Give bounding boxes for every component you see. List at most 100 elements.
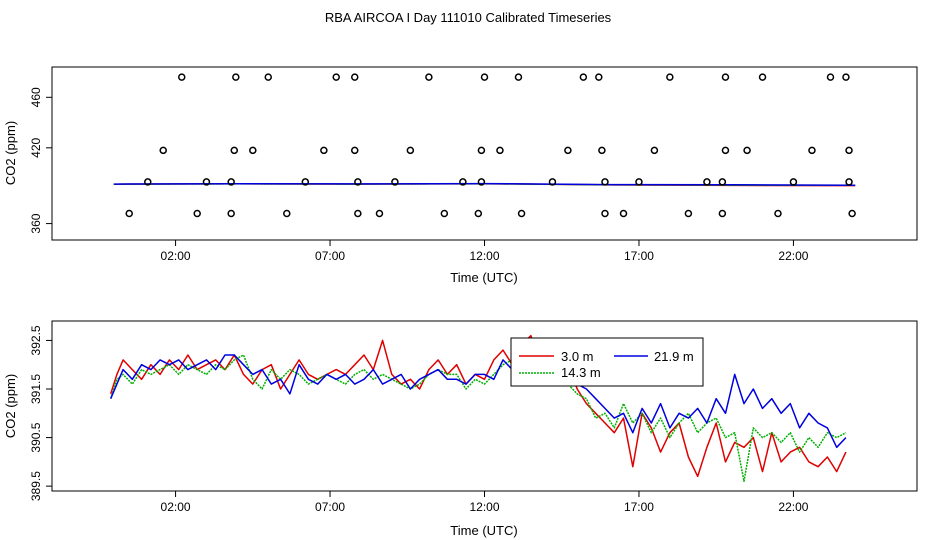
data-point-marker: [845, 146, 853, 155]
y-tick-label: 420: [29, 137, 43, 157]
data-point-marker: [178, 73, 186, 81]
legend-box: [510, 337, 704, 387]
y-tick-label: 391.5: [29, 374, 43, 404]
data-point-marker: [774, 209, 782, 218]
plot-frame: [51, 66, 918, 241]
data-point-marker: [598, 146, 606, 155]
data-point-marker: [320, 146, 328, 155]
bottom-panel: 02:00 07:00 12:00 17:00 22:00 389.5 390.5 391.…: [3, 320, 918, 538]
data-point-marker: [480, 73, 489, 81]
marker-layer: [125, 73, 856, 218]
data-point-marker: [718, 209, 727, 218]
data-point-marker: [425, 73, 433, 81]
x-tick-label: 22:00: [778, 500, 808, 514]
data-point-marker: [477, 146, 486, 155]
data-point-marker: [332, 73, 340, 81]
data-point-marker: [474, 209, 483, 218]
figure-title: RBA AIRCOA I Day 111010 Calibrated Times…: [325, 10, 612, 25]
data-point-marker: [202, 178, 211, 186]
x-tick-label: 17:00: [624, 500, 654, 514]
data-point-marker: [459, 178, 467, 186]
data-point-marker: [144, 178, 152, 186]
x-tick-label: 02:00: [161, 500, 191, 514]
data-point-marker: [548, 178, 557, 186]
y-tick-label: 460: [29, 87, 43, 107]
data-point-marker: [517, 209, 526, 218]
x-tick-label: 02:00: [161, 249, 191, 263]
y-axis: 360 420 460: [29, 87, 52, 234]
top-panel: 02:00 07:00 12:00 17:00 22:00 360 420 460 Time…: [3, 66, 918, 285]
data-point-marker: [264, 73, 272, 81]
data-point-marker: [601, 209, 609, 218]
data-point-marker: [193, 209, 201, 218]
data-point-marker: [601, 178, 609, 186]
data-point-marker: [842, 73, 850, 81]
data-point-marker: [666, 73, 674, 81]
legend-label-22m: 21.9 m: [654, 349, 694, 364]
x-tick-label: 07:00: [315, 249, 345, 263]
legend: 3.0 m 14.3 m 21.9 m: [510, 337, 704, 387]
data-point-marker: [718, 178, 727, 186]
y-tick-label: 392.5: [29, 325, 43, 355]
x-tick-label: 22:00: [778, 249, 808, 263]
x-tick-label: 07:00: [315, 500, 345, 514]
data-point-marker: [564, 146, 572, 155]
series-line: [110, 354, 847, 449]
data-point-marker: [684, 209, 693, 218]
data-point-marker: [351, 146, 359, 155]
data-point-marker: [301, 178, 310, 186]
data-point-marker: [721, 73, 730, 81]
series-line: [109, 334, 847, 478]
data-point-marker: [477, 178, 486, 186]
data-point-marker: [351, 73, 359, 81]
data-point-marker: [354, 209, 362, 218]
data-point-marker: [758, 73, 767, 81]
data-point-marker: [514, 73, 523, 81]
data-point-marker: [579, 73, 588, 81]
x-axis-label: Time (UTC): [450, 523, 517, 538]
data-point-marker: [650, 146, 659, 155]
y-tick-label: 390.5: [29, 422, 43, 452]
x-axis-label: Time (UTC): [450, 270, 517, 285]
data-point-marker: [845, 178, 853, 186]
x-axis: 02:00 07:00 12:00 17:00 22:00: [161, 240, 809, 263]
y-axis-label: CO2 (ppm): [3, 374, 18, 438]
data-point-marker: [848, 209, 856, 218]
x-tick-label: 17:00: [624, 249, 654, 263]
y-axis-label: CO2 (ppm): [3, 121, 18, 185]
data-point-marker: [391, 178, 399, 186]
series-layer: [109, 334, 847, 483]
series-line: [109, 354, 847, 483]
x-tick-label: 12:00: [469, 249, 499, 263]
data-point-marker: [808, 146, 816, 155]
data-point-marker: [619, 209, 628, 218]
data-point-marker: [125, 209, 133, 218]
data-point-marker: [496, 146, 504, 155]
data-point-marker: [595, 73, 603, 81]
data-point-marker: [440, 209, 449, 218]
data-point-marker: [249, 146, 257, 155]
data-point-marker: [635, 178, 643, 186]
data-point-marker: [232, 73, 240, 81]
data-point-marker: [789, 178, 798, 186]
data-point-marker: [159, 146, 167, 155]
data-point-marker: [406, 146, 415, 155]
data-point-marker: [375, 209, 384, 218]
legend-label-14m: 14.3 m: [561, 365, 601, 380]
y-tick-label: 389.5: [29, 471, 43, 501]
x-axis: 02:00 07:00 12:00 17:00 22:00: [161, 491, 809, 514]
data-point-marker: [743, 146, 751, 155]
data-point-marker: [283, 209, 291, 218]
data-point-marker: [227, 178, 235, 186]
data-point-marker: [721, 146, 730, 155]
legend-label-3m: 3.0 m: [561, 349, 594, 364]
data-point-marker: [227, 209, 235, 218]
y-tick-label: 360: [29, 213, 43, 233]
data-point-marker: [703, 178, 711, 186]
data-point-marker: [826, 73, 835, 81]
x-tick-label: 12:00: [469, 500, 499, 514]
data-point-marker: [354, 178, 362, 186]
data-point-marker: [230, 146, 239, 155]
y-axis: 389.5 390.5 391.5 392.5: [29, 325, 52, 501]
